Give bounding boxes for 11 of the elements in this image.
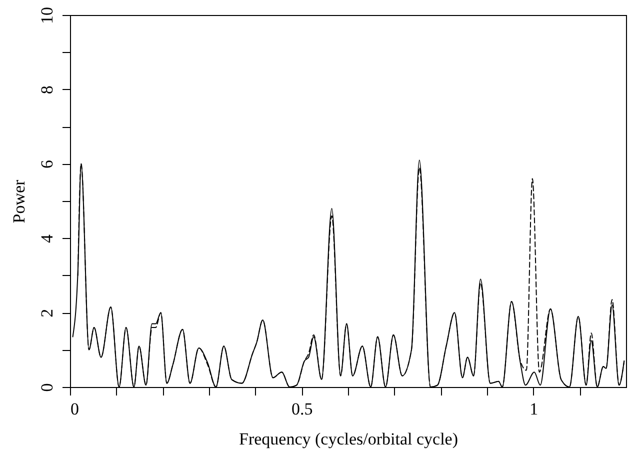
y-tick-label: 8 [38, 86, 56, 94]
y-tick-label: 2 [38, 308, 56, 318]
x-tick-label: 0 [70, 400, 79, 418]
x-axis-title: Frequency (cycles/orbital cycle) [238, 430, 458, 448]
x-tick-label: 1 [530, 400, 538, 418]
y-tick-label: 6 [38, 160, 56, 169]
x-tick-label: 0.5 [292, 400, 313, 418]
y-axis-title: Power [10, 179, 28, 224]
y-tick-label: 0 [38, 383, 56, 392]
y-tick-label: 10 [38, 7, 56, 24]
y-tick-label: 4 [38, 234, 56, 243]
